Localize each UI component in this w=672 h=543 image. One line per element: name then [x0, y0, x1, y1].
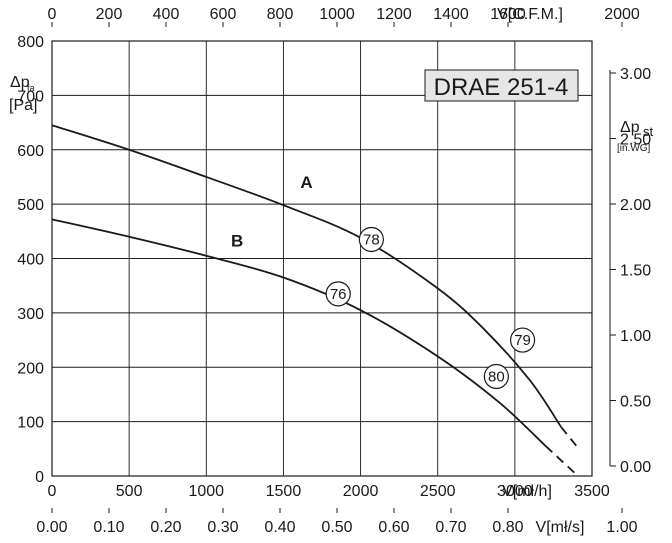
efficiency-marker-label: 76 — [330, 286, 347, 303]
x-tick-label: 500 — [116, 483, 143, 500]
top-tick-label: 400 — [153, 6, 180, 23]
x2-tick-label: 0.40 — [264, 519, 295, 536]
efficiency-marker-label: 79 — [514, 332, 531, 349]
x2-tick-label: 0.60 — [378, 519, 409, 536]
chart-title: DRAE 251-4 — [434, 74, 569, 101]
right-axis-unit: [in.WG] — [617, 143, 651, 154]
right-tick-label: 1.00 — [620, 328, 651, 345]
x-tick-label: 1000 — [188, 483, 224, 500]
curve-a — [51, 124, 562, 428]
efficiency-marker-circle — [483, 363, 509, 390]
x-axis-unit-label: V[mł/h] — [502, 483, 552, 500]
y-tick-label: 500 — [17, 197, 44, 214]
x2-tick-label: 0.20 — [150, 519, 181, 536]
curve-b — [51, 218, 547, 447]
right-tick-label: 2.50 — [620, 132, 651, 149]
y-tick-label: 800 — [17, 34, 44, 51]
y-axis-unit: [Pa] — [9, 97, 37, 114]
top-tick-label: 0 — [48, 6, 57, 23]
x2-tick-label: 0.30 — [207, 519, 238, 536]
top-tick-label: 1400 — [433, 6, 469, 23]
top-tick-label: 600 — [210, 6, 237, 23]
right-axis-inwg: 0.00 0.50 1.00 1.50 2.00 2.50 3.00 — [609, 66, 651, 476]
curve-a-dashed-extension — [560, 426, 578, 447]
x2-tick-label: 0.80 — [492, 519, 523, 536]
bottom-axis-m3h: 0 500 1000 1500 2000 2500 3000 3500 V[mł/h] — [48, 483, 610, 500]
x-tick-label: 1500 — [266, 483, 302, 500]
x2-tick-label: 0.10 — [93, 519, 124, 536]
y-tick-label: 200 — [17, 360, 44, 377]
top-tick-label: 1000 — [319, 6, 355, 23]
top-axis-unit-label: V[C.F.M.] — [497, 6, 563, 23]
y-tick-label: 600 — [17, 143, 44, 160]
right-tick-label: 0.00 — [620, 459, 651, 476]
y-tick-label: 400 — [17, 252, 44, 269]
top-tick-label: 2000 — [604, 6, 640, 23]
x-tick-label: 0 — [48, 483, 57, 500]
y-axis-symbol: Δp — [10, 74, 30, 91]
right-tick-label: 1.50 — [620, 263, 651, 280]
curves-layer: A 78 79 B 76 80 — [51, 124, 578, 474]
x2-tick-label: 0.00 — [36, 519, 67, 536]
efficiency-marker-circle — [358, 226, 384, 253]
y-tick-label: 0 — [35, 469, 44, 486]
y-axis-symbol-sub: fa — [27, 83, 35, 93]
right-tick-label: 3.00 — [620, 66, 651, 83]
top-tick-label: 1200 — [376, 6, 412, 23]
x2-tick-label: 0.50 — [321, 519, 352, 536]
x-tick-label: 3000 — [497, 483, 533, 500]
chart-title-box — [424, 69, 579, 102]
top-tick-label: 800 — [267, 6, 294, 23]
left-axis-pa: 0 100 200 300 400 500 600 700 800 — [17, 34, 44, 486]
curve-label-b: B — [231, 232, 243, 251]
efficiency-marker-circle — [325, 281, 351, 307]
x-tick-label: 3500 — [574, 483, 610, 500]
curve-b-dashed-extension — [545, 445, 576, 474]
right-axis-symbol: Δp — [620, 119, 640, 136]
y-tick-label: 300 — [17, 306, 44, 323]
efficiency-marker-circle — [509, 327, 536, 353]
y-tick-label: 100 — [17, 415, 44, 432]
right-tick-label: 2.00 — [620, 197, 651, 214]
x2-tick-label: 1.00 — [606, 519, 637, 536]
x2-axis-unit-label: V[mł/s] — [536, 519, 585, 536]
bottom-axis-m3s: 0.00 0.10 0.20 0.30 0.40 0.50 0.60 0.70 0.80 1.00… — [36, 508, 638, 536]
x-tick-label: 2500 — [420, 483, 456, 500]
right-axis-symbol-sub: st — [643, 124, 654, 139]
x-tick-label: 2000 — [343, 483, 379, 500]
plot-frame — [51, 40, 593, 477]
chart-grid — [52, 41, 592, 476]
efficiency-marker-label: 80 — [488, 368, 505, 385]
top-axis-cfm: 0 200 400 600 800 1000 1200 1400 1600 2000 V[C.F.M… — [48, 6, 640, 27]
top-tick-label: 1600 — [490, 6, 526, 23]
curve-label-a: A — [300, 173, 312, 192]
right-tick-label: 0.50 — [620, 394, 651, 411]
efficiency-marker-label: 78 — [363, 231, 380, 248]
top-tick-label: 200 — [96, 6, 123, 23]
x2-tick-label: 0.70 — [435, 519, 466, 536]
y-tick-label: 700 — [17, 88, 44, 105]
